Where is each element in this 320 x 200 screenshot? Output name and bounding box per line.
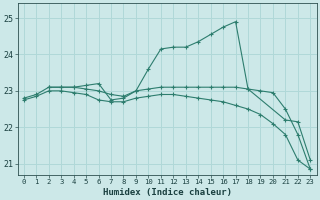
- X-axis label: Humidex (Indice chaleur): Humidex (Indice chaleur): [103, 188, 232, 197]
